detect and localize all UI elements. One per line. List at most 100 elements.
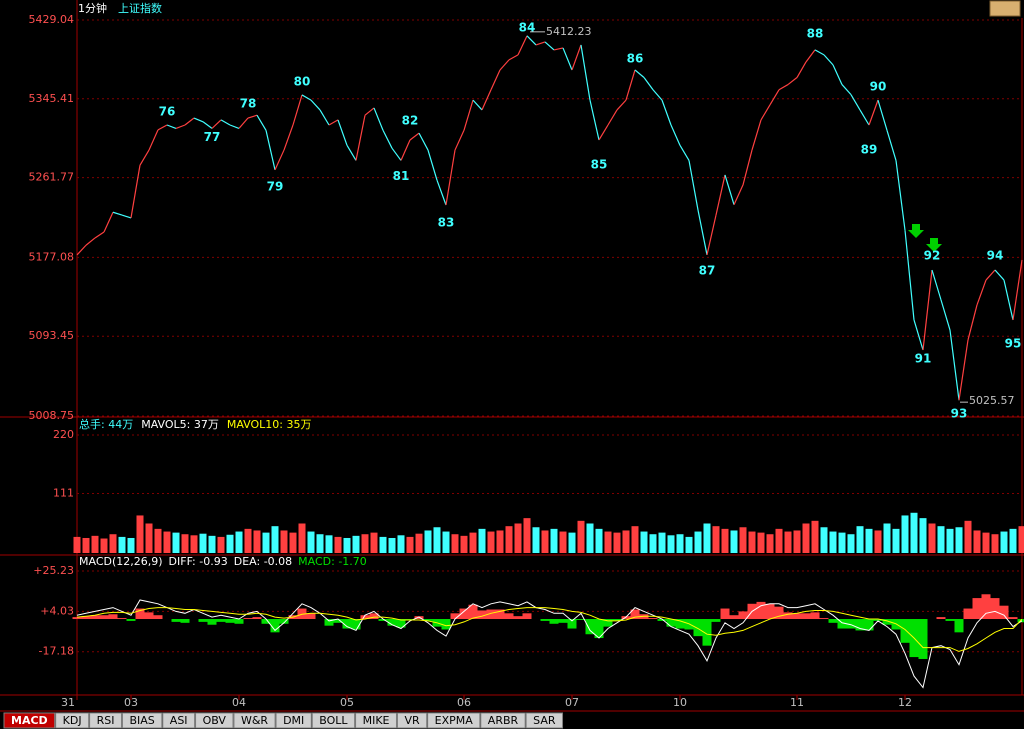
volume-bar (541, 530, 549, 553)
volume-bar (289, 532, 297, 553)
tab[interactable]: BOLL (311, 712, 356, 729)
price-segment (877, 99, 888, 131)
price-segment (490, 69, 501, 91)
x-tick-label: 05 (340, 696, 354, 709)
tab[interactable]: VR (396, 712, 428, 729)
volume-bar (406, 536, 414, 553)
macd-bar (774, 606, 784, 620)
volume-bar (325, 535, 333, 553)
max-label: 5412.23 (546, 25, 592, 38)
price-segment (103, 211, 114, 233)
price-segment (985, 269, 996, 281)
price-segment (841, 84, 852, 96)
macd-bar (477, 610, 487, 620)
volume-bar (766, 534, 774, 553)
volume-bar (748, 531, 756, 553)
tab[interactable]: EXPMA (427, 712, 481, 729)
price-segment (328, 119, 339, 126)
volume-bar (451, 534, 459, 553)
tab-label: OBV (203, 714, 227, 727)
volume-bar (226, 534, 234, 553)
tab[interactable]: MIKE (355, 712, 397, 729)
tab[interactable]: W&R (233, 712, 276, 729)
macd-bar (720, 608, 730, 620)
wave-label: 93 (951, 407, 968, 421)
volume-bar (73, 536, 81, 553)
macd-bar (450, 613, 460, 620)
macd-bar (612, 619, 622, 621)
tab[interactable]: KDJ (55, 712, 90, 729)
wave-label: 89 (861, 142, 878, 156)
volume-bar (631, 526, 639, 553)
volume-bar (217, 536, 225, 553)
price-segment (283, 124, 294, 151)
arrow-marker (908, 224, 924, 238)
tab[interactable]: MACD (3, 712, 56, 729)
macd-bar (765, 603, 775, 620)
tab-box (162, 712, 196, 729)
volume-bar (316, 534, 324, 553)
period: 1分钟 (78, 1, 107, 15)
macd-bar (963, 608, 973, 620)
tab[interactable]: RSI (89, 712, 122, 729)
volume-bar (991, 534, 999, 553)
price-segment (814, 49, 825, 56)
price-segment (805, 49, 816, 63)
volume-bar (568, 532, 576, 553)
price-segment (733, 184, 744, 205)
volume-bar (514, 523, 522, 553)
tab-box (233, 712, 276, 729)
macd-bar (522, 613, 532, 620)
volume-bar (1000, 531, 1008, 553)
price-segment (508, 54, 519, 61)
y-tick-label: 5177.08 (29, 250, 75, 263)
symbol: 上证指数 (118, 1, 162, 15)
x-tick-label: 11 (790, 696, 804, 709)
price-segment (553, 47, 564, 51)
volume-bar (559, 531, 567, 553)
volume-bar (982, 532, 990, 553)
tab[interactable]: BIAS (121, 712, 163, 729)
price-segment (229, 124, 240, 129)
y-tick-label: +4.03 (40, 604, 74, 617)
tab-box (525, 712, 564, 729)
volume-bar (577, 520, 585, 553)
x-tick-label: 31 (61, 696, 75, 709)
volume-bar (793, 530, 801, 553)
macd-bar (72, 617, 82, 620)
tab-label: ARBR (488, 714, 519, 727)
volume-header: MAVOL5: 37万 (141, 418, 219, 431)
macd-bar (99, 615, 109, 620)
macd-bar (423, 619, 433, 621)
price-segment (256, 114, 267, 131)
toolbar-icon[interactable] (989, 0, 1021, 17)
tab-label: DMI (283, 714, 304, 727)
wave-label: 85 (591, 157, 608, 171)
volume-bar (253, 530, 261, 553)
tab[interactable]: ASI (162, 712, 196, 729)
volume-bar (784, 531, 792, 553)
tab[interactable]: ARBR (480, 712, 526, 729)
volume-bar (955, 527, 963, 553)
volume-bar (856, 526, 864, 553)
price-segment (616, 99, 627, 111)
macd-bar (999, 605, 1009, 620)
volume-bar (883, 523, 891, 553)
x-tick-label: 07 (565, 696, 579, 709)
macd-bar (810, 612, 820, 620)
macd-bar (837, 619, 847, 629)
price-segment (346, 145, 357, 161)
price-segment (166, 124, 177, 129)
volume-bar (82, 537, 90, 553)
volume-bar (397, 535, 405, 553)
volume-bar (874, 530, 882, 553)
macd-bar (270, 619, 280, 633)
price-segment (112, 211, 123, 216)
tab[interactable]: OBV (195, 712, 234, 729)
tab[interactable]: SAR (525, 712, 564, 729)
tab-label: MIKE (363, 714, 390, 727)
volume-bar (100, 538, 108, 553)
tab[interactable]: DMI (275, 712, 312, 729)
price-segment (148, 129, 159, 151)
wave-label: 92 (924, 249, 941, 263)
